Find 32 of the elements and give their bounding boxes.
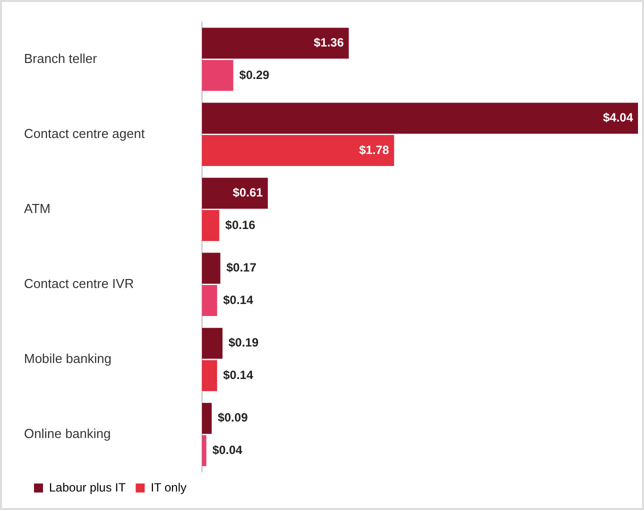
data-label: $0.61	[232, 186, 264, 200]
y-tick-label: Branch teller	[24, 50, 98, 66]
y-tick-label: Contact centre IVR	[24, 276, 134, 291]
bar	[202, 178, 268, 209]
bar	[202, 134, 394, 166]
bar	[202, 60, 234, 91]
bar	[202, 210, 220, 242]
data-label: $0.09	[218, 410, 248, 425]
data-label: $0.19	[228, 336, 259, 350]
bar	[202, 252, 220, 284]
y-tick-label: Mobile banking	[24, 351, 112, 366]
data-label: $0.04	[212, 442, 243, 457]
bar	[202, 360, 218, 392]
data-label: $4.04	[602, 110, 634, 125]
bar	[202, 28, 349, 59]
bar	[202, 328, 223, 359]
legend-label: IT only	[150, 480, 187, 494]
data-label: $0.29	[239, 68, 270, 82]
data-label: $0.14	[223, 292, 254, 307]
bar	[202, 435, 206, 466]
data-label: $1.36	[314, 35, 344, 50]
y-tick-label: Contact centre agent	[24, 126, 146, 141]
legend-label: Labour plus IT	[49, 480, 126, 494]
bar	[202, 402, 212, 434]
data-label: $1.78	[359, 142, 390, 157]
data-label: $0.17	[226, 260, 257, 275]
y-tick-label: Online banking	[24, 426, 111, 442]
bar	[202, 285, 218, 316]
data-label: $0.14	[223, 368, 254, 382]
data-label: $0.16	[225, 218, 256, 232]
bar	[202, 102, 638, 134]
y-tick-label: ATM	[24, 200, 50, 216]
